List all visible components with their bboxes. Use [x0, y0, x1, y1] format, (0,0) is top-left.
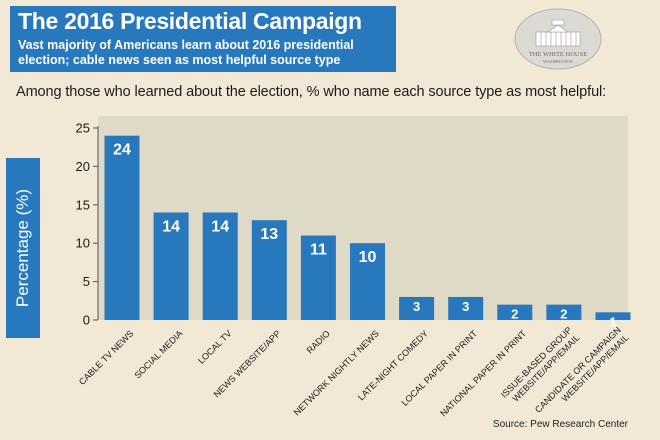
header-banner: The 2016 Presidential Campaign Vast majo… [10, 6, 396, 72]
bar [546, 304, 582, 320]
bar-value-label: 10 [359, 249, 377, 266]
bar-value-label: 14 [211, 218, 229, 235]
x-tick-label-text: SOCIAL MEDIA [132, 328, 184, 380]
x-tick-label-text: NETWORK NIGHTLY NEWS [292, 328, 381, 417]
white-house-seal-icon: THE WHITE HOUSE WASHINGTON [514, 8, 602, 70]
bar [595, 312, 631, 320]
y-tick-label: 5 [83, 274, 90, 289]
x-tick-label-text: LOCAL TV [196, 328, 233, 365]
bar [251, 220, 287, 320]
bar [448, 296, 484, 320]
x-tick-label: RADIO [305, 328, 332, 355]
x-tick-label: NETWORK NIGHTLY NEWS [292, 328, 381, 417]
bar-value-label: 11 [310, 242, 327, 259]
y-tick-label: 20 [76, 159, 90, 174]
page-title: The 2016 Presidential Campaign [18, 8, 362, 34]
seal-text-line1: THE WHITE HOUSE [529, 51, 587, 58]
x-tick-label-text: RADIO [305, 328, 332, 355]
x-tick-label-text: CABLE TV NEWS [77, 328, 136, 387]
x-tick-label: CANDIDATE OR CAMPAIGNWEBSITE/APP/EMAIL [533, 325, 631, 423]
bars-group: 24 14 14 13 11 10 3 3 2 2 1 [104, 135, 631, 329]
y-tick-label: 10 [76, 236, 90, 251]
bar [104, 135, 140, 320]
bar-value-label: 3 [413, 299, 420, 314]
bar [497, 304, 533, 320]
bar-value-label: 1 [609, 314, 616, 329]
y-tick-label: 15 [76, 197, 90, 212]
x-tick-label: CABLE TV NEWS [77, 328, 136, 387]
bar-value-label: 3 [462, 299, 469, 314]
x-tick-label-text: CANDIDATE OR CAMPAIGNWEBSITE/APP/EMAIL [533, 325, 631, 423]
page-subtitle: Vast majority of Americans learn about 2… [18, 38, 354, 67]
x-tick-label: NATIONAL PAPER IN PRINT [438, 328, 528, 418]
bar-value-label: 14 [162, 218, 180, 235]
bar-value-label: 24 [113, 142, 131, 159]
y-tick-label: 0 [83, 313, 90, 328]
bar [350, 243, 385, 320]
bar-value-label: 13 [260, 226, 278, 243]
bar [399, 296, 435, 320]
y-axis: 0 5 10 15 20 25 [76, 121, 99, 328]
y-tick-label: 25 [76, 121, 90, 136]
y-axis-label-band [6, 158, 40, 338]
x-tick-label: LOCAL TV [196, 328, 233, 365]
bar [202, 212, 238, 320]
bar [153, 212, 189, 320]
bar [300, 235, 336, 320]
bar-value-label: 2 [511, 307, 518, 322]
bar-value-label: 2 [560, 307, 567, 322]
chart-question: Among those who learned about the electi… [16, 84, 607, 100]
x-tick-label: SOCIAL MEDIA [132, 328, 184, 380]
seal-text-line2: WASHINGTON [543, 59, 574, 64]
source-note: Source: Pew Research Center [492, 419, 628, 430]
x-tick-label-text: NATIONAL PAPER IN PRINT [438, 328, 528, 418]
